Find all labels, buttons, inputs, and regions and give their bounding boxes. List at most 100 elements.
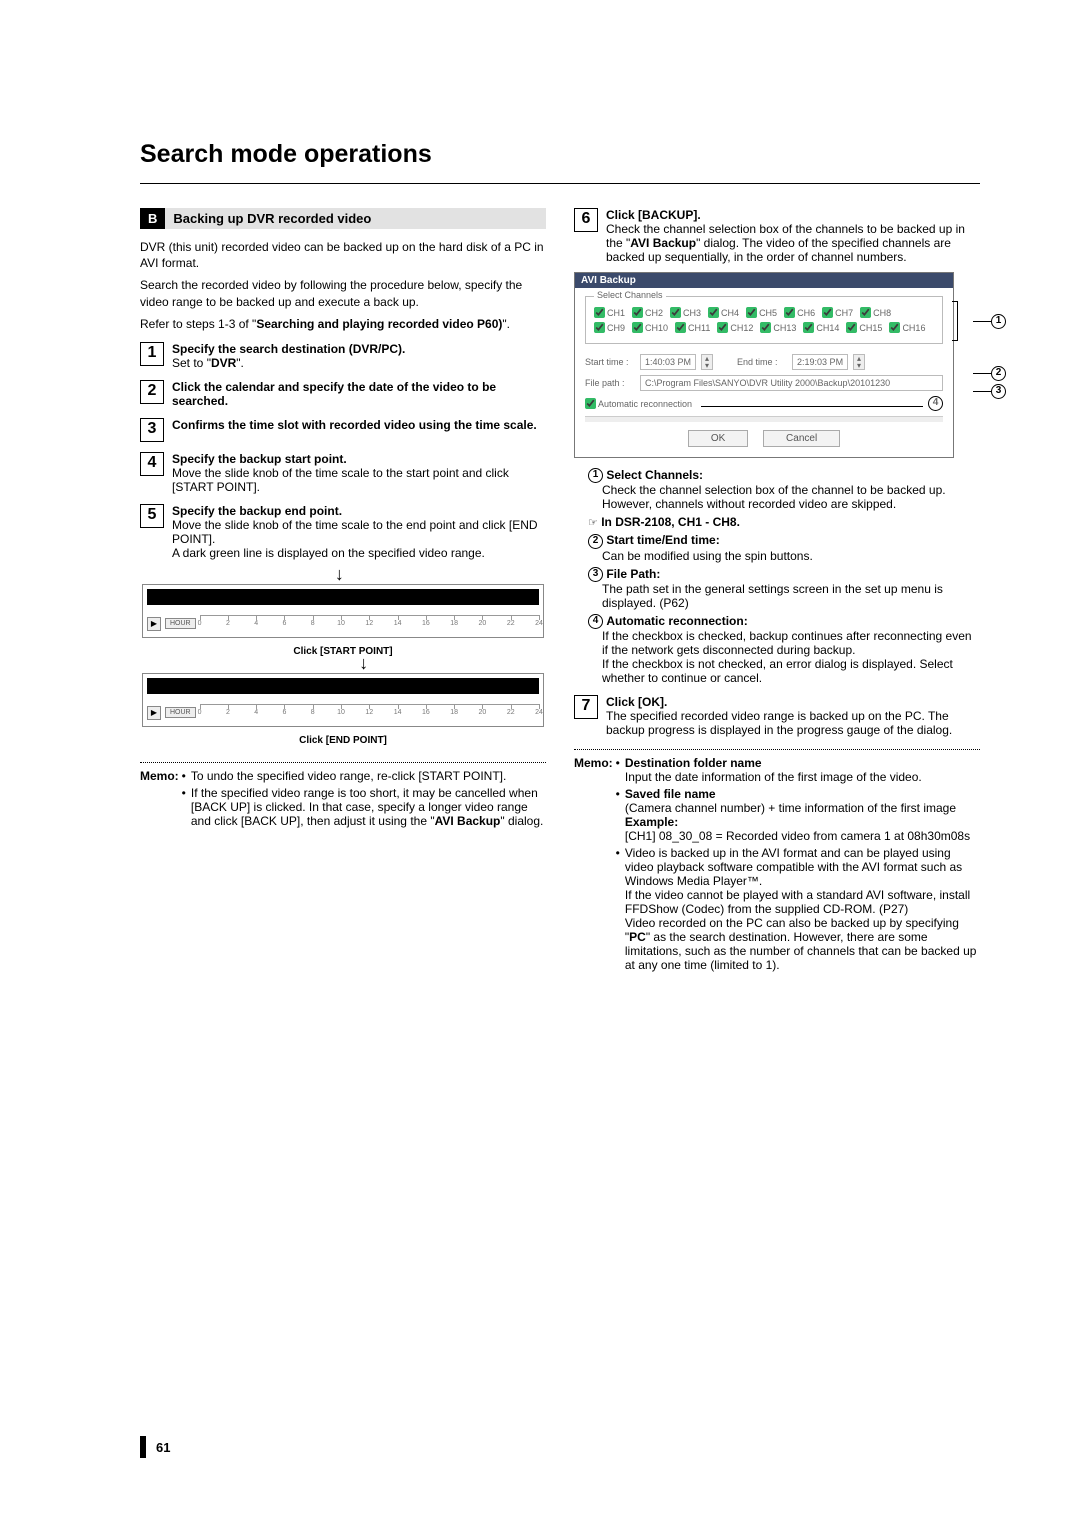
annotation-4: 4 xyxy=(928,396,943,411)
example-label: Example: xyxy=(625,815,970,829)
step-number: 5 xyxy=(140,504,164,528)
step-5: 5 Specify the backup end point. Move the… xyxy=(140,504,546,560)
step-3: 3 Confirms the time slot with recorded v… xyxy=(140,418,546,442)
timeline-ticks: 024681012141618202224 xyxy=(200,615,539,633)
step-7: 7 Click [OK]. The specified recorded vid… xyxy=(574,695,980,737)
intro-text: DVR (this unit) recorded video can be ba… xyxy=(140,239,546,271)
arrow-down-icon: ↓ xyxy=(335,564,344,585)
channel-checkbox[interactable]: CH9 xyxy=(594,322,625,333)
channel-checkbox[interactable]: CH12 xyxy=(717,322,753,333)
memo-text: Video is backed up in the AVI format and… xyxy=(625,846,980,888)
channel-checkbox[interactable]: CH16 xyxy=(889,322,925,333)
memo-label: Memo: xyxy=(574,756,613,975)
time-row: Start time : 1:40:03 PM ▴▾ End time : 2:… xyxy=(585,354,943,370)
channel-checkbox[interactable]: CH6 xyxy=(784,307,815,318)
step-number: 4 xyxy=(140,452,164,476)
step-6: 6 Click [BACKUP]. Check the channel sele… xyxy=(574,208,980,264)
timeline-end: ▶ HOUR 024681012141618202224 xyxy=(142,673,544,727)
page-title: Search mode operations xyxy=(140,140,980,169)
explain-4: 4 Automatic reconnection: If the checkbo… xyxy=(588,614,980,685)
end-time-input[interactable]: 2:19:03 PM xyxy=(792,354,848,370)
auto-reconnect-checkbox[interactable] xyxy=(585,398,596,409)
annotation-3: 3 xyxy=(991,384,1006,399)
channel-checkbox[interactable]: CH1 xyxy=(594,307,625,318)
memo-subtitle: Saved file name xyxy=(625,787,970,801)
timeline-caption: Click [END POINT] xyxy=(140,735,546,746)
step-lead: Specify the backup end point. xyxy=(172,504,546,518)
start-time-input[interactable]: 1:40:03 PM xyxy=(640,354,696,370)
channel-checkbox[interactable]: CH3 xyxy=(670,307,701,318)
right-column: 6 Click [BACKUP]. Check the channel sele… xyxy=(574,208,980,975)
memo-label: Memo: xyxy=(140,769,179,831)
channel-checkbox[interactable]: CH14 xyxy=(803,322,839,333)
channel-checkbox[interactable]: CH13 xyxy=(760,322,796,333)
step-lead: Confirms the time slot with recorded vid… xyxy=(172,418,546,432)
channel-checkbox[interactable]: CH4 xyxy=(708,307,739,318)
step-body: Move the slide knob of the time scale to… xyxy=(172,466,546,494)
channel-checkbox[interactable]: CH5 xyxy=(746,307,777,318)
memo-block: Memo: •To undo the specified video range… xyxy=(140,769,546,831)
select-channels-fieldset: Select Channels CH1CH2CH3CH4CH5CH6CH7CH8… xyxy=(585,296,943,344)
channel-checkbox[interactable]: CH2 xyxy=(632,307,663,318)
timeline-start: ▶ HOUR 024681012141618202224 xyxy=(142,584,544,638)
memo-block: Memo: • Destination folder name Input th… xyxy=(574,756,980,975)
explain-2: 2 Start time/End time: Can be modified u… xyxy=(588,533,980,562)
memo-item: To undo the specified video range, re-cl… xyxy=(191,769,506,783)
memo-text: If the video cannot be played with a sta… xyxy=(625,888,980,916)
step-1: 1 Specify the search destination (DVR/PC… xyxy=(140,342,546,370)
step-body: Move the slide knob of the time scale to… xyxy=(172,518,546,546)
step-body: The specified recorded video range is ba… xyxy=(606,709,980,737)
play-icon[interactable]: ▶ xyxy=(147,706,161,720)
channel-checkbox[interactable]: CH11 xyxy=(675,322,710,333)
step-lead: Click [BACKUP]. xyxy=(606,208,980,222)
channel-row: CH1 CH2 CH3 CH4 CH5 CH6 CH7 CH8 xyxy=(594,307,934,318)
step-number: 3 xyxy=(140,418,164,442)
progress-bar xyxy=(585,416,943,422)
end-time-label: End time : xyxy=(737,357,787,367)
memo-item: If the specified video range is too shor… xyxy=(191,786,546,828)
channel-checkbox[interactable]: CH8 xyxy=(860,307,891,318)
ref-text: Refer to steps 1-3 of "Searching and pla… xyxy=(140,316,546,332)
step-lead: Specify the backup start point. xyxy=(172,452,546,466)
step-2: 2 Click the calendar and specify the dat… xyxy=(140,380,546,408)
step-body: Set to "DVR". xyxy=(172,356,546,370)
hour-label: HOUR xyxy=(165,618,196,629)
two-column-layout: B Backing up DVR recorded video DVR (thi… xyxy=(140,208,980,975)
memo-subtitle: Destination folder name xyxy=(625,756,922,770)
example-text: [CH1] 08_30_08 = Recorded video from cam… xyxy=(625,829,970,843)
step-number: 2 xyxy=(140,380,164,404)
channel-checkbox[interactable]: CH15 xyxy=(846,322,882,333)
start-time-label: Start time : xyxy=(585,357,635,367)
arrow-down-icon: ↓ xyxy=(359,653,368,674)
explain-1: 1 Select Channels: Check the channel sel… xyxy=(588,468,980,511)
avi-backup-dialog: AVI Backup Select Channels CH1CH2CH3CH4C… xyxy=(574,272,954,458)
step-lead: Click [OK]. xyxy=(606,695,980,709)
step-number: 6 xyxy=(574,208,598,232)
channel-checkbox[interactable]: CH10 xyxy=(632,322,668,333)
auto-reconnect-label: Automatic reconnection xyxy=(598,399,692,409)
annotation-2: 2 xyxy=(991,366,1006,381)
note-line: ☞ In DSR-2108, CH1 - CH8. xyxy=(588,515,980,529)
left-column: B Backing up DVR recorded video DVR (thi… xyxy=(140,208,546,975)
title-rule xyxy=(140,183,980,184)
section-header: B Backing up DVR recorded video xyxy=(140,208,546,229)
memo-text: Video recorded on the PC can also be bac… xyxy=(625,916,980,972)
step-body: Check the channel selection box of the c… xyxy=(606,222,980,264)
dialog-title: AVI Backup xyxy=(575,273,953,288)
step-number: 7 xyxy=(574,695,598,719)
spin-button[interactable]: ▴▾ xyxy=(853,354,865,370)
play-icon[interactable]: ▶ xyxy=(147,617,161,631)
step-lead: Specify the search destination (DVR/PC). xyxy=(172,342,546,356)
cancel-button[interactable]: Cancel xyxy=(763,430,840,447)
memo-text: Input the date information of the first … xyxy=(625,770,922,784)
channel-checkbox[interactable]: CH7 xyxy=(822,307,853,318)
file-path-label: File path : xyxy=(585,378,635,388)
ok-button[interactable]: OK xyxy=(688,430,748,447)
memo-separator xyxy=(574,749,980,750)
spin-button[interactable]: ▴▾ xyxy=(701,354,713,370)
step-body: A dark green line is displayed on the sp… xyxy=(172,546,546,560)
file-path-input[interactable]: C:\Program Files\SANYO\DVR Utility 2000\… xyxy=(640,375,943,391)
step-4: 4 Specify the backup start point. Move t… xyxy=(140,452,546,494)
memo-text: (Camera channel number) + time informati… xyxy=(625,801,970,815)
channel-row: CH9 CH10 CH11 CH12 CH13 CH14 CH15 CH16 xyxy=(594,322,934,333)
